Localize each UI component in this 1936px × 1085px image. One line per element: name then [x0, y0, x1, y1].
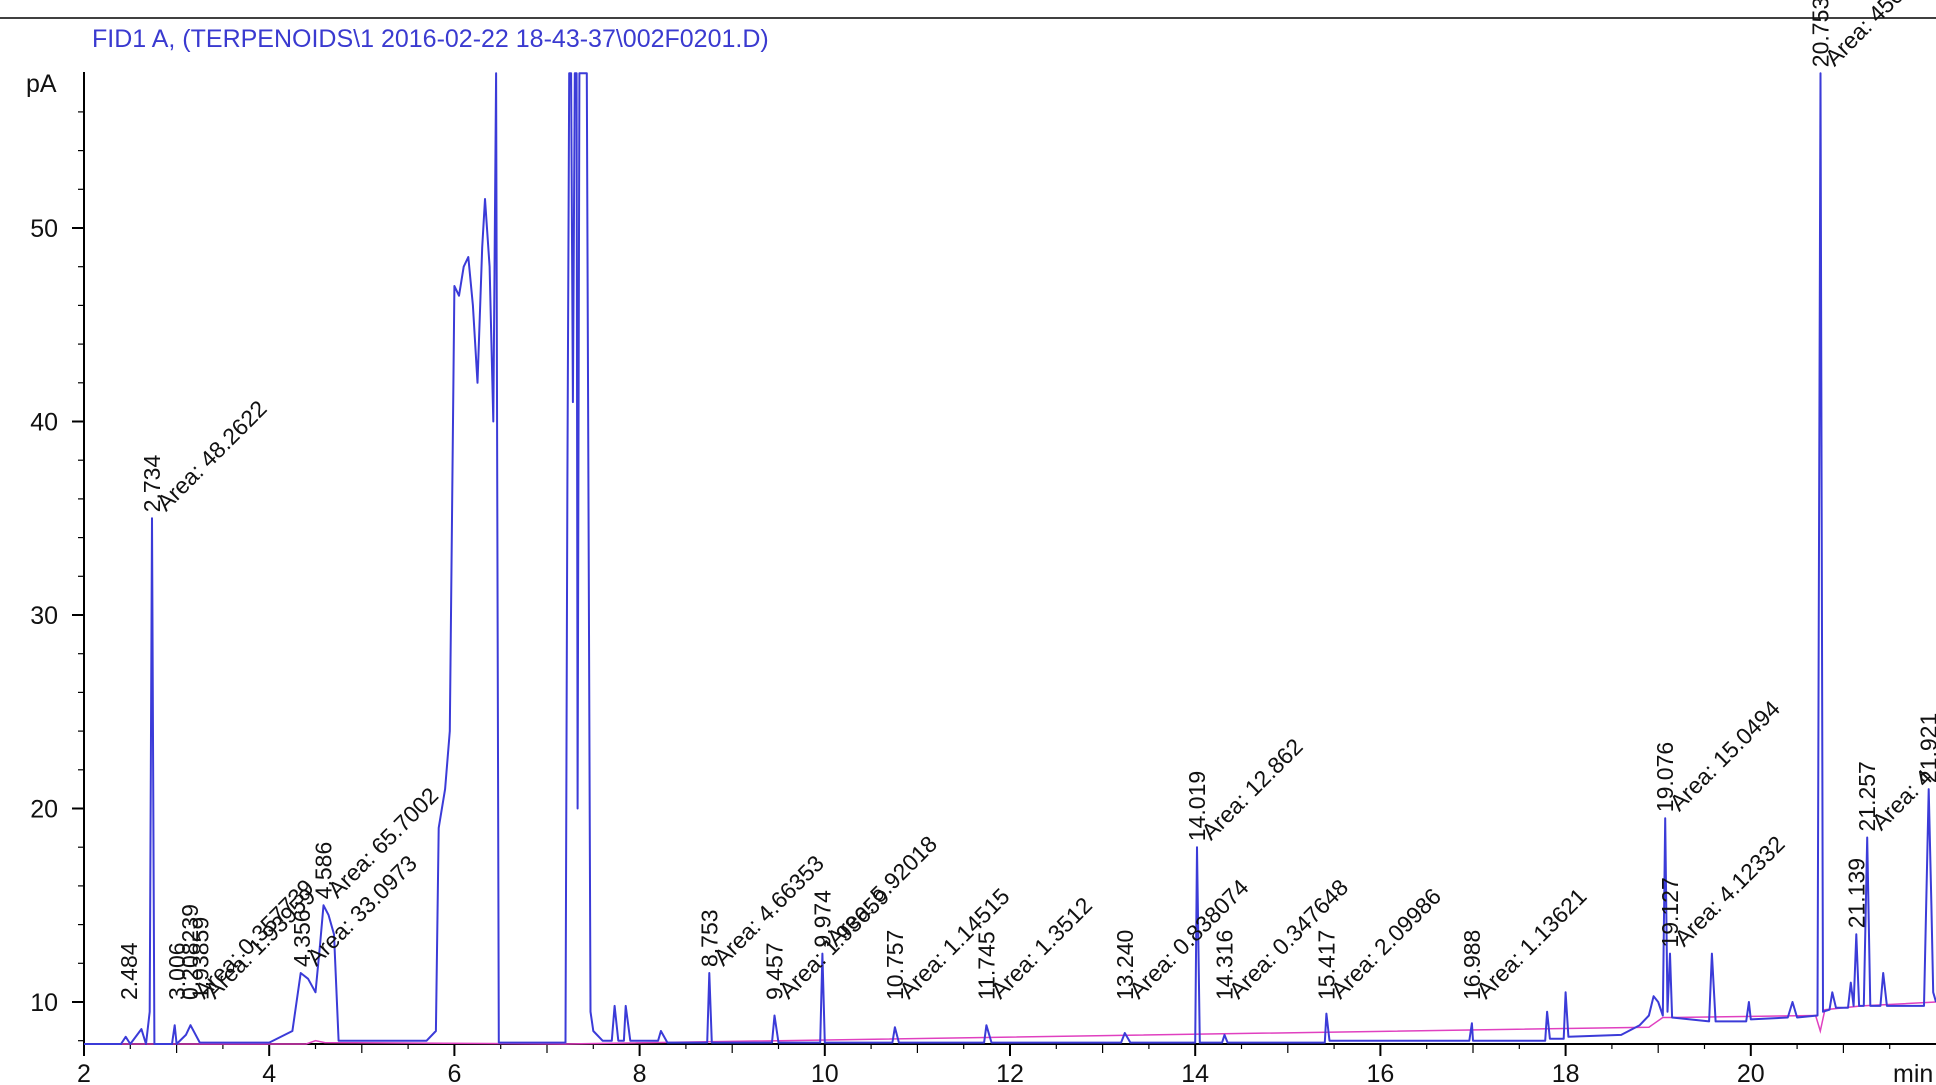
x-tick-label: 8: [633, 1060, 647, 1085]
peak-rt-label: 8.753: [696, 909, 722, 967]
y-axis-ticks: 10 20 30 40 50: [30, 111, 84, 1042]
peak-rt-label: 2.484: [116, 942, 142, 1000]
x-tick-label: 6: [447, 1060, 461, 1085]
x-tick-label: 18: [1552, 1060, 1580, 1085]
peak-rt-label: 21.257: [1854, 761, 1880, 831]
peak-rt-label: 10.757: [882, 930, 908, 1000]
peak-rt-label: 16.988: [1459, 930, 1485, 1000]
peak-area-label: Area: 12.862: [1196, 733, 1308, 845]
y-tick-label: 10: [30, 989, 58, 1017]
y-tick-label: 20: [30, 796, 58, 824]
x-tick-label: 20: [1737, 1060, 1765, 1085]
x-tick-label: 16: [1366, 1060, 1394, 1085]
peak-rt-label: 4.356: [289, 909, 315, 967]
x-tick-label: 10: [811, 1060, 839, 1085]
peak-rt-label: 1.93859: [188, 917, 214, 1000]
peak-rt-label: 13.240: [1112, 930, 1138, 1000]
peak-rt-label: 19.127: [1657, 877, 1683, 947]
y-tick-label: 30: [30, 602, 58, 630]
peak-area-label: Area: 450.98: [1820, 0, 1932, 71]
x-tick-label: 2: [77, 1060, 91, 1085]
peak-area-label: Area: 4.12332: [1669, 831, 1790, 952]
peak-rt-label: 15.417: [1313, 930, 1339, 1000]
peak-rt-label: 20.753: [1808, 0, 1834, 67]
peak-rt-label: 14.316: [1212, 930, 1238, 1000]
peak-area-label: Area: 48.2622: [151, 395, 272, 516]
integration-baseline: [84, 1001, 1936, 1045]
chart-header-title: FID1 A, (TERPENOIDS\1 2016-02-22 18-43-3…: [92, 25, 769, 53]
chromatogram-trace: [84, 72, 1936, 1045]
x-tick-label: 12: [996, 1060, 1024, 1085]
x-tick-label: 14: [1181, 1060, 1209, 1085]
y-tick-label: 50: [30, 215, 58, 243]
peak-area-label: Area: 1.13621: [1471, 883, 1592, 1004]
peak-rt-label: 9.974: [809, 890, 835, 948]
peak-rt-label: 21.139: [1843, 858, 1869, 928]
x-axis-unit-label: min: [1893, 1060, 1933, 1085]
peak-rt-label: 0.208239: [177, 904, 203, 1000]
peak-rt-label: 14.019: [1184, 771, 1210, 841]
peak-area-label: Area: 15.0494: [1664, 695, 1785, 816]
peak-rt-label: 19.076: [1652, 742, 1678, 812]
peak-rt-label: 9.457: [762, 942, 788, 1000]
peak-rt-label: 11.745: [973, 931, 999, 1000]
peak-rt-label: 2.734: [139, 455, 165, 513]
plot-area: [84, 72, 1936, 1045]
y-tick-label: 40: [30, 409, 58, 437]
y-axis-unit-label: pA: [26, 70, 57, 98]
peak-rt-label: 21.921: [1916, 713, 1936, 783]
x-tick-label: 4: [262, 1060, 276, 1085]
peak-rt-label: 4.586: [311, 842, 337, 900]
peak-rt-label: 3.006: [164, 942, 190, 1000]
x-axis-ticks: 2 4 6 8 10 12 14 16 18 20: [77, 1044, 1891, 1085]
